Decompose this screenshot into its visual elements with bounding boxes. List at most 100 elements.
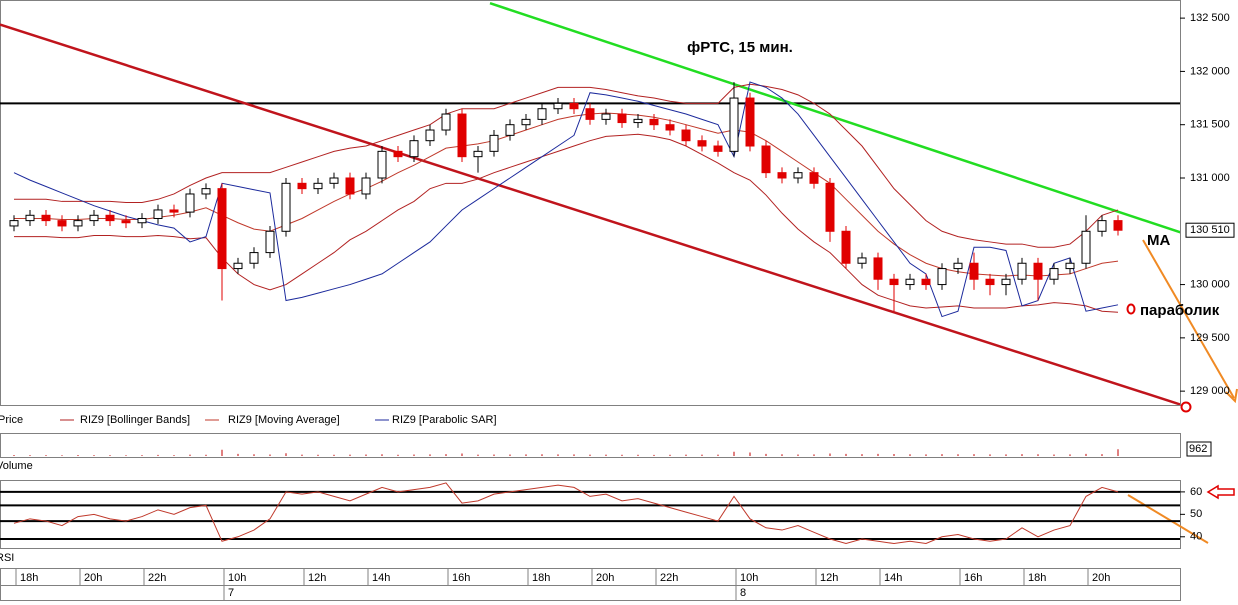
y-tick-label: 130 000 bbox=[1190, 278, 1230, 290]
candle-body bbox=[809, 172, 819, 184]
candle-body bbox=[537, 108, 547, 120]
candle-body bbox=[1113, 220, 1123, 231]
rsi-plot bbox=[0, 482, 1180, 545]
candle-body bbox=[729, 97, 739, 152]
legend-label: RIZ9 [Parabolic SAR] bbox=[392, 414, 497, 426]
candle-body bbox=[857, 257, 867, 264]
candle-body bbox=[745, 97, 755, 147]
volume-panel bbox=[0, 433, 1181, 458]
trendline bbox=[489, 2, 1180, 234]
candle-body bbox=[121, 220, 131, 224]
x-tick-label: 20h bbox=[596, 572, 614, 584]
candle-body bbox=[41, 214, 51, 222]
candle-body bbox=[169, 209, 179, 213]
x-tick-label: 20h bbox=[1092, 572, 1110, 584]
legend-label: RIZ9 [Moving Average] bbox=[228, 414, 340, 426]
x-tick-label: 14h bbox=[372, 572, 390, 584]
last-price-box bbox=[1185, 222, 1235, 238]
x-tick-label: 18h bbox=[1028, 572, 1046, 584]
candle-body bbox=[905, 278, 915, 286]
candle-body bbox=[281, 182, 291, 232]
x-tick-label: 18h bbox=[532, 572, 550, 584]
trend-end-marker bbox=[1180, 401, 1192, 413]
candle-body bbox=[585, 108, 595, 120]
candle-body bbox=[1033, 262, 1043, 280]
candle-body bbox=[89, 214, 99, 222]
candle-body bbox=[521, 118, 531, 126]
candle-body bbox=[473, 150, 483, 158]
candle-body bbox=[1097, 220, 1107, 232]
x-tick-label: 22h bbox=[148, 572, 166, 584]
x-tick-label: 16h bbox=[452, 572, 470, 584]
candle-body bbox=[313, 182, 323, 190]
candle-body bbox=[217, 188, 227, 270]
candle-body bbox=[73, 220, 83, 227]
rsi-line bbox=[13, 482, 1119, 545]
candle-body bbox=[489, 134, 499, 152]
x-tick-label: 18h bbox=[20, 572, 38, 584]
candle-body bbox=[953, 262, 963, 270]
candle-body bbox=[969, 262, 979, 280]
arrow-head bbox=[1225, 388, 1238, 404]
candle-body bbox=[9, 220, 19, 227]
indicator-lower-line bbox=[14, 133, 1119, 313]
annotation: MA bbox=[1147, 232, 1170, 249]
annotation: параболик bbox=[1140, 302, 1220, 319]
candle-body bbox=[633, 118, 643, 124]
candle-body bbox=[601, 113, 611, 120]
candle-body bbox=[377, 150, 387, 179]
sar-marker bbox=[1126, 303, 1136, 315]
candle-body bbox=[201, 188, 211, 195]
y-tick-label: 129 000 bbox=[1190, 385, 1230, 397]
indicator-line bbox=[13, 81, 1119, 318]
indicator-line bbox=[14, 112, 1119, 277]
candle-body bbox=[345, 177, 355, 195]
trendline bbox=[0, 23, 1180, 405]
volume-value-box bbox=[1186, 441, 1212, 457]
candle-body bbox=[841, 230, 851, 264]
candle-body bbox=[553, 102, 563, 110]
candle-body bbox=[873, 257, 883, 280]
main-plot bbox=[0, 2, 1180, 405]
candle-body bbox=[505, 124, 515, 136]
candle-body bbox=[1049, 268, 1059, 280]
rsi-tick-label: 50 bbox=[1190, 508, 1202, 520]
candle-body bbox=[1081, 230, 1091, 264]
x-tick-label: 10h bbox=[228, 572, 246, 584]
x-tick-label: 14h bbox=[884, 572, 902, 584]
date-label: 7 bbox=[228, 587, 234, 599]
volume-value-label: 962 bbox=[1189, 443, 1207, 455]
legend-label: RIZ9 [Bollinger Bands] bbox=[80, 414, 190, 426]
candle-body bbox=[617, 113, 627, 124]
candle-body bbox=[57, 220, 67, 227]
candle-body bbox=[25, 214, 35, 222]
candle-body bbox=[889, 278, 899, 286]
candle-body bbox=[649, 118, 659, 126]
x-tick-label: 12h bbox=[820, 572, 838, 584]
indicator-line bbox=[14, 83, 1119, 248]
candle-body bbox=[777, 172, 787, 179]
y-tick-label: 132 500 bbox=[1190, 12, 1230, 24]
rsi-forecast-arrow bbox=[1127, 494, 1209, 544]
chart-title: фРТС, 15 мин. bbox=[687, 39, 793, 56]
y-tick-label: 131 500 bbox=[1190, 119, 1230, 131]
candle-body bbox=[409, 140, 419, 158]
candle-body bbox=[233, 262, 243, 270]
time-axis bbox=[0, 568, 1181, 601]
y-tick-label: 132 000 bbox=[1190, 65, 1230, 77]
candle-body bbox=[1017, 262, 1027, 280]
candle-body bbox=[105, 214, 115, 222]
candle-body bbox=[441, 113, 451, 131]
rsi-marker-arrow bbox=[1206, 484, 1235, 500]
candle-body bbox=[297, 182, 307, 190]
candle-body bbox=[361, 177, 371, 195]
candle-body bbox=[393, 150, 403, 158]
last-price-label: 130 510 bbox=[1190, 224, 1230, 236]
x-tick-label: 12h bbox=[308, 572, 326, 584]
candle-body bbox=[1001, 278, 1011, 286]
candle-body bbox=[921, 278, 931, 286]
candle-body bbox=[697, 140, 707, 147]
candle-body bbox=[425, 129, 435, 142]
candle-body bbox=[937, 268, 947, 286]
y-tick-label: 129 500 bbox=[1190, 332, 1230, 344]
